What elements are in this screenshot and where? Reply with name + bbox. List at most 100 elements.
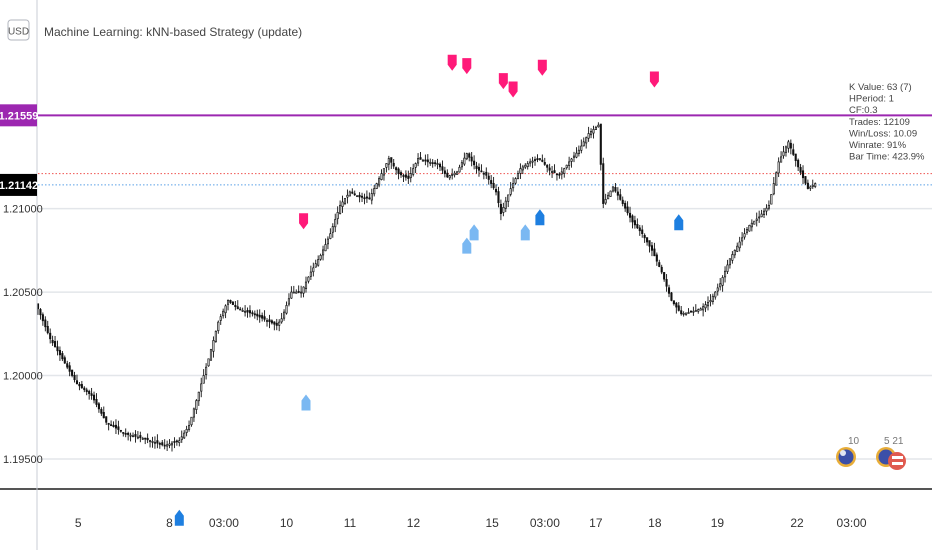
candle-body (621, 199, 624, 204)
candle-body (136, 436, 139, 439)
candle-body (214, 330, 217, 342)
candle-body (628, 212, 632, 218)
candle-body (49, 332, 52, 340)
candle-body (209, 349, 213, 361)
candle-body (475, 165, 478, 169)
candle-body (83, 387, 86, 391)
candle-body (117, 426, 120, 430)
candle-body (738, 241, 741, 249)
candle-body (56, 346, 59, 352)
candle-body (504, 200, 507, 209)
candle-body (195, 400, 198, 410)
x-tick-label-12: 03:00 (837, 516, 867, 530)
candle-body (402, 175, 405, 177)
chart-title: Machine Learning: kNN-based Strategy (up… (44, 25, 302, 39)
candle-body (424, 159, 427, 162)
candle-body (677, 305, 680, 311)
candle-body (529, 161, 532, 164)
candle-body (190, 416, 193, 426)
candle-body (244, 310, 247, 313)
flag-badge-1[interactable]: 10 (836, 436, 860, 467)
candle-body (590, 131, 593, 136)
candle-body (75, 380, 79, 385)
candle-body (643, 234, 646, 239)
candle-body (285, 305, 288, 314)
candle-body (533, 159, 537, 161)
candle-body (736, 245, 739, 252)
x-tick-label-11: 22 (790, 516, 804, 530)
candle-body (443, 170, 446, 174)
x-tick-label-8: 17 (589, 516, 603, 530)
candle-body (521, 166, 524, 171)
candle-body (156, 440, 159, 444)
candle-body (745, 229, 749, 233)
y-tick-label-1: 1.20000 (3, 371, 43, 383)
candle-body (241, 310, 244, 312)
candle-body (100, 409, 103, 414)
candle-body (750, 222, 753, 228)
candle-body (151, 441, 154, 443)
x-tick-label-7: 03:00 (530, 516, 560, 530)
candle-body (592, 128, 595, 134)
price-label-resistance-text: 1.21559 (0, 110, 38, 122)
candle-body (253, 313, 256, 316)
candle-body (789, 142, 792, 149)
sell-signal-marker-4 (508, 81, 518, 98)
candle-body (256, 313, 259, 317)
candle-body (624, 202, 627, 209)
candle-body (58, 349, 61, 356)
candle-body (61, 353, 64, 360)
candle-body (217, 321, 220, 332)
candle-body (780, 156, 783, 163)
candle-body (551, 171, 554, 173)
candle-body (170, 442, 174, 446)
candle-body (205, 366, 208, 375)
candle-body (173, 441, 176, 443)
candle-body (226, 300, 230, 305)
candle-body (748, 224, 751, 232)
candle-body (806, 182, 809, 189)
candle-body (168, 443, 171, 446)
candle-body (314, 263, 317, 268)
candle-body (102, 412, 105, 419)
y-axis-labels: 1.19500 1.20000 1.20500 1.21000 (3, 204, 43, 466)
candle-body (775, 172, 778, 186)
buy-signal-marker-1 (301, 394, 311, 411)
candle-body (322, 249, 325, 256)
candle-body (68, 365, 71, 372)
candle-body (200, 383, 203, 392)
flag-badge-2[interactable]: 5 21 (876, 436, 906, 470)
candle-body (743, 233, 746, 238)
candle-body (465, 153, 468, 160)
currency-label: USD (8, 27, 29, 38)
candle-body (512, 183, 515, 189)
candle-body (463, 157, 466, 165)
candle-body (514, 178, 517, 184)
candle-body (524, 164, 527, 168)
candle-body (721, 277, 724, 286)
candle-body (329, 233, 332, 239)
candle-body (295, 291, 298, 294)
candle-body (667, 287, 671, 294)
candle-body (655, 254, 658, 262)
candle-body (568, 161, 571, 166)
candle-body (699, 308, 702, 311)
candle-body (477, 166, 481, 171)
candle-body (127, 432, 130, 435)
candle-body (283, 311, 286, 319)
candle-body (685, 312, 688, 315)
candle-body (731, 254, 734, 261)
candle-body (441, 166, 444, 171)
candle-body (297, 291, 300, 293)
stats-line-5: Winrate: 91% (849, 140, 907, 151)
candle-body (107, 423, 110, 425)
candle-body (531, 160, 534, 163)
candle-body (341, 201, 344, 207)
candle-body (616, 191, 619, 196)
candle-body (436, 163, 439, 165)
candle-body (224, 305, 227, 314)
candle-body (348, 191, 351, 197)
candle-body (261, 315, 264, 319)
currency-button[interactable]: USD (7, 19, 30, 41)
candle-body (797, 159, 800, 168)
